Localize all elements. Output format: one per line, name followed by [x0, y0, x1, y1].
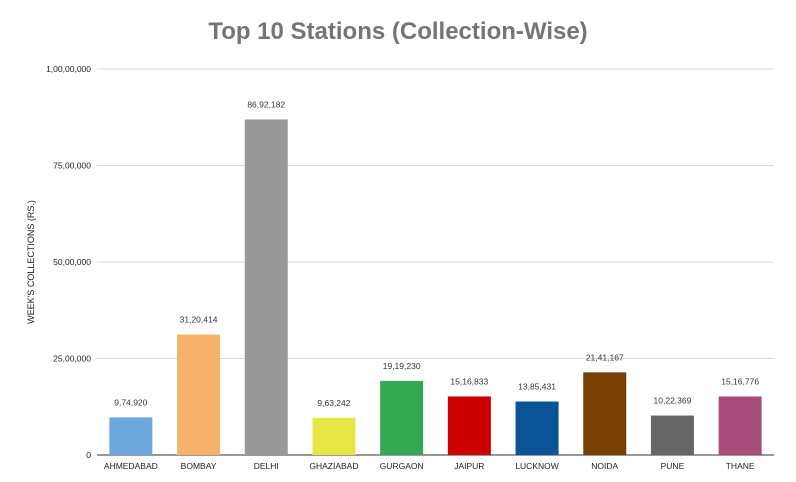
data-label: 31,20,414 [180, 315, 218, 325]
data-label: 15,16,776 [721, 376, 759, 386]
bar-thane [718, 396, 762, 455]
data-label: 10,22,369 [654, 396, 692, 406]
x-tick-label: AHMEDABAD [104, 461, 158, 471]
data-label: 9,74,920 [114, 397, 147, 407]
x-tick-label: GURGAON [380, 461, 424, 471]
x-tick-label: LUCKNOW [515, 461, 558, 471]
x-tick-label: BOMBAY [181, 461, 217, 471]
x-tick-label: DELHI [254, 461, 279, 471]
bar-lucknow [515, 401, 559, 455]
data-labels: 9,74,920 31,20,414 86,92,182 9,63,242 19,19,… [114, 99, 759, 407]
x-axis-categories: AHMEDABAD BOMBAY DELHI GHAZIABAD GURGAON JAIP… [104, 461, 755, 471]
bar-delhi [244, 119, 288, 455]
x-tick-label: PUNE [661, 461, 685, 471]
bar-noida [583, 372, 627, 455]
data-label: 15,16,833 [450, 376, 488, 386]
data-label: 86,92,182 [247, 99, 285, 109]
x-tick-label: NOIDA [591, 461, 618, 471]
y-axis-ticks: 0 25,00,000 50,00,000 75,00,000 1,00,00,000 [46, 64, 91, 460]
bar-pune [650, 415, 694, 455]
x-tick-label: THANE [726, 461, 755, 471]
y-axis-title: WEEK'S COLLECTIONS (RS.) [26, 200, 36, 324]
bar-bombay [177, 334, 221, 455]
y-tick-label: 75,00,000 [53, 161, 91, 171]
y-tick-label: 25,00,000 [53, 354, 91, 364]
data-label: 21,41,167 [586, 352, 624, 362]
data-label: 9,63,242 [317, 398, 350, 408]
bar-gurgaon [380, 380, 424, 455]
bar-ghaziabad [312, 417, 356, 455]
y-tick-label: 50,00,000 [53, 257, 91, 267]
data-label: 13,85,431 [518, 382, 556, 392]
y-tick-label: 1,00,00,000 [46, 64, 91, 74]
chart-title: Top 10 Stations (Collection-Wise) [208, 18, 588, 45]
bar-jaipur [447, 396, 491, 455]
x-tick-label: GHAZIABAD [309, 461, 358, 471]
bar-ahmedabad [109, 417, 153, 455]
data-label: 19,19,230 [383, 361, 421, 371]
y-tick-label: 0 [86, 450, 91, 460]
bars [109, 119, 762, 455]
x-tick-label: JAIPUR [454, 461, 484, 471]
